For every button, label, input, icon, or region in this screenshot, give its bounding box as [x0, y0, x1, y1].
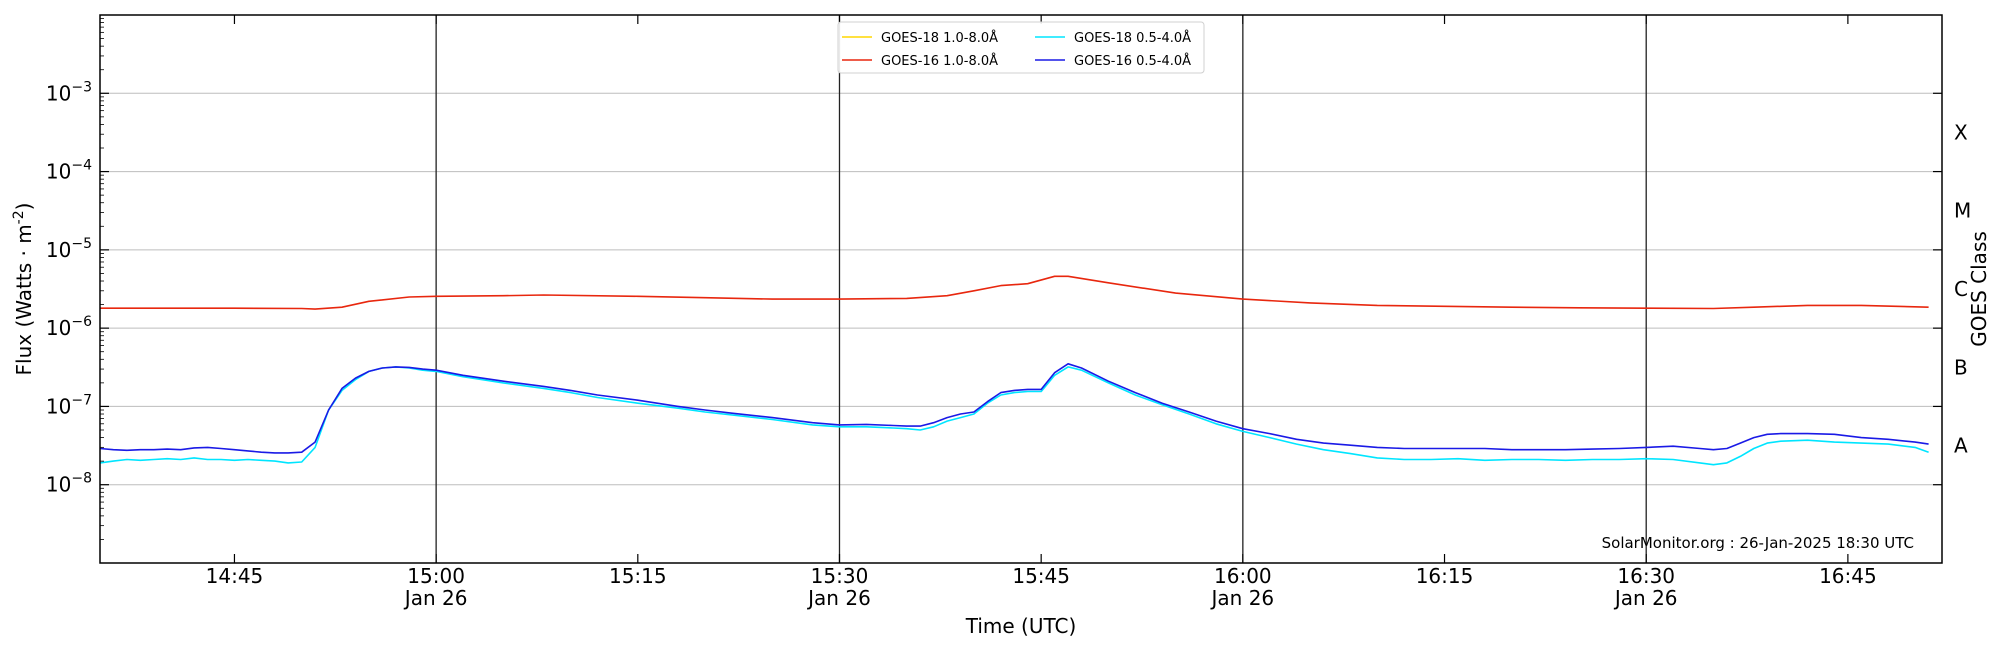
- y-tick-exponent: −8: [71, 471, 92, 487]
- y-tick-exponent: −5: [71, 236, 92, 252]
- x-tick-date-label: Jan 26: [806, 586, 871, 610]
- legend-label-goes16-long: GOES-16 1.0-8.0Å: [881, 53, 998, 69]
- x-tick-label: 16:30: [1617, 564, 1675, 588]
- y-tick-base: 10: [46, 238, 71, 262]
- y-axis-label: Flux (Watts · m-2): [11, 203, 36, 376]
- y-tick-label: 10−3: [46, 79, 92, 105]
- watermark: SolarMonitor.org : 26-Jan-2025 18:30 UTC: [1602, 534, 1914, 552]
- y-tick-base: 10: [46, 394, 71, 418]
- goes-class-label: B: [1954, 355, 1968, 379]
- y-tick-base: 10: [46, 473, 71, 497]
- x-tick-date-label: Jan 26: [403, 586, 468, 610]
- legend-label-goes16-short: GOES-16 0.5-4.0Å: [1074, 53, 1191, 69]
- series-line-2: [100, 275, 1929, 310]
- series-line-4: [99, 362, 1929, 454]
- goes-class-label: A: [1954, 434, 1968, 458]
- x-axis-label: Time (UTC): [965, 614, 1077, 638]
- y-tick-exponent: −6: [71, 314, 92, 330]
- y-axis-ticks: 10−810−710−610−510−410−3: [46, 18, 1942, 540]
- y-tick-base: 10: [46, 316, 71, 340]
- y-tick-base: 10: [46, 160, 71, 184]
- x-tick-label: 14:45: [206, 564, 264, 588]
- y-tick-label: 10−6: [46, 314, 92, 340]
- x-tick-label: 15:45: [1012, 564, 1070, 588]
- legend-label-goes18-long: GOES-18 1.0-8.0Å: [881, 30, 998, 46]
- y2-axis-label: GOES Class: [1967, 231, 1991, 347]
- x-tick-date-label: Jan 26: [1613, 586, 1678, 610]
- y-axis-label-text: Flux (Watts · m: [12, 224, 36, 375]
- goes-class-labels: A B C M X: [1954, 120, 1971, 457]
- x-tick-label: 15:30: [811, 564, 869, 588]
- legend-label-goes18-short: GOES-18 0.5-4.0Å: [1074, 30, 1191, 46]
- date-markers: [435, 15, 1647, 563]
- goes-class-label: X: [1954, 120, 1968, 144]
- x-tick-label: 16:00: [1214, 564, 1272, 588]
- x-tick-label: 16:45: [1819, 564, 1877, 588]
- y-tick-label: 10−8: [46, 471, 92, 497]
- y-tick-base: 10: [46, 81, 71, 105]
- goes-class-label: M: [1954, 199, 1971, 223]
- plot-frame: [99, 14, 1943, 564]
- y-axis-label-close: ): [12, 203, 36, 211]
- y-tick-exponent: −7: [71, 392, 92, 408]
- y-tick-label: 10−7: [46, 392, 92, 418]
- x-tick-label: 15:00: [407, 564, 465, 588]
- y-tick-exponent: −4: [71, 158, 92, 174]
- y-axis-label-exponent: -2: [11, 210, 27, 224]
- series-lines: [99, 275, 1929, 466]
- grid: [100, 92, 1942, 486]
- y-tick-exponent: −3: [71, 79, 92, 95]
- y-tick-label: 10−4: [46, 158, 92, 184]
- series-line-3: [99, 366, 1929, 466]
- goes-class-label: C: [1954, 277, 1968, 301]
- x-tick-label: 16:15: [1416, 564, 1474, 588]
- legend: GOES-18 1.0-8.0Å GOES-16 1.0-8.0Å GOES-1…: [837, 21, 1205, 74]
- x-tick-date-label: Jan 26: [1210, 586, 1275, 610]
- legend-box: [837, 21, 1205, 74]
- y-tick-label: 10−5: [46, 236, 92, 262]
- x-tick-label: 15:15: [609, 564, 667, 588]
